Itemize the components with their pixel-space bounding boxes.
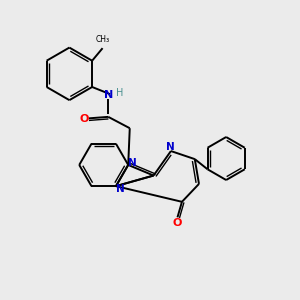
Text: N: N: [166, 142, 174, 152]
Text: CH₃: CH₃: [96, 35, 110, 44]
Text: O: O: [172, 218, 182, 228]
Text: N: N: [103, 90, 113, 100]
Text: N: N: [116, 184, 124, 194]
Text: O: O: [80, 114, 89, 124]
Text: N: N: [128, 158, 137, 167]
Text: H: H: [116, 88, 123, 98]
